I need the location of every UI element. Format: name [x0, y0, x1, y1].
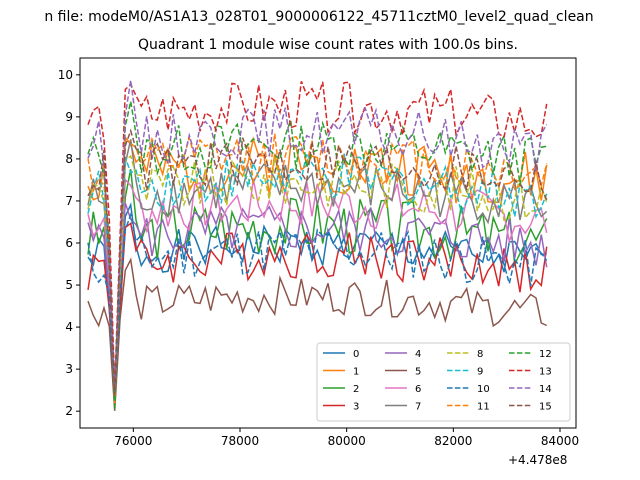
series-line-7 [87, 139, 548, 393]
legend-label-4: 4 [415, 349, 421, 360]
y-tick-label: 8 [65, 152, 73, 166]
legend-label-12: 12 [539, 349, 552, 360]
legend-label-7: 7 [415, 402, 421, 413]
figure-suptitle: n file: modeM0/AS1A13_028T01_9000006122_… [44, 9, 594, 25]
y-tick-label: 10 [58, 68, 73, 82]
plot-area [87, 80, 548, 411]
x-tick-label: 76000 [114, 434, 152, 448]
x-tick-label: 78000 [221, 434, 259, 448]
series-line-0 [87, 202, 547, 394]
y-tick-label: 3 [65, 362, 73, 376]
x-tick-label: 80000 [328, 434, 366, 448]
series-line-3 [87, 222, 548, 404]
legend-label-15: 15 [539, 402, 552, 413]
legend-label-1: 1 [353, 367, 359, 378]
x-axis: 76000 78000 80000 82000 84000 [114, 428, 579, 448]
legend-label-3: 3 [353, 402, 359, 413]
legend-label-0: 0 [353, 349, 359, 360]
legend-label-13: 13 [539, 367, 552, 378]
x-tick-label: 82000 [434, 434, 472, 448]
chart-title: Quadrant 1 module wise count rates with … [138, 37, 518, 53]
x-tick-label: 84000 [541, 434, 579, 448]
series-line-9 [87, 151, 548, 400]
series-line-4 [87, 202, 548, 408]
legend-label-9: 9 [477, 367, 483, 378]
series-line-5 [87, 257, 548, 411]
legend-label-11: 11 [477, 402, 490, 413]
series-line-14 [87, 80, 548, 392]
y-tick-label: 5 [65, 278, 73, 292]
series-lines [87, 80, 548, 411]
legend-label-5: 5 [415, 367, 421, 378]
x-axis-offset-label: +4.478e8 [508, 453, 568, 467]
series-line-1 [87, 135, 548, 397]
legend-label-10: 10 [477, 384, 490, 395]
series-line-10 [87, 212, 548, 403]
y-tick-label: 2 [65, 404, 73, 418]
legend-label-8: 8 [477, 349, 483, 360]
legend-box [316, 342, 571, 422]
y-axis: 2 3 4 5 6 7 8 9 10 [58, 68, 80, 418]
legend-label-14: 14 [539, 384, 552, 395]
y-tick-label: 9 [65, 110, 73, 124]
y-tick-label: 6 [65, 236, 73, 250]
legend-label-6: 6 [415, 384, 421, 395]
y-tick-label: 7 [65, 194, 73, 208]
y-tick-label: 4 [65, 320, 73, 334]
legend-label-2: 2 [353, 384, 359, 395]
series-line-13 [87, 81, 548, 389]
series-line-8 [87, 154, 548, 397]
